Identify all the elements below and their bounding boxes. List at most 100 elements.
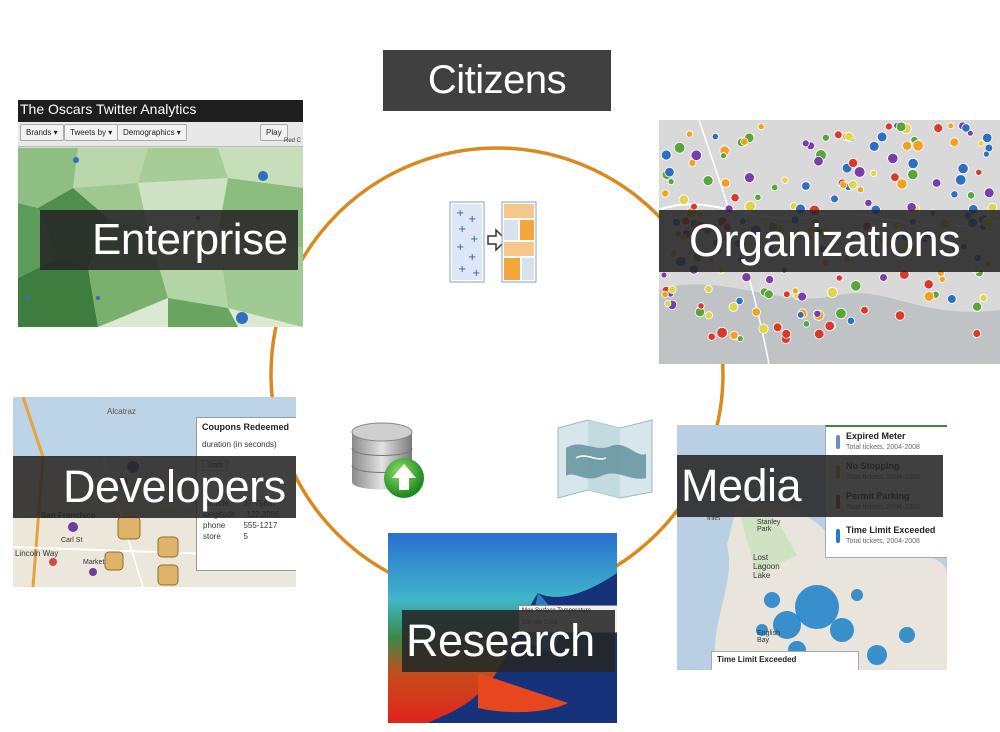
media-popup-title: Time Limit Exceeded	[717, 655, 797, 664]
organization-marker	[801, 139, 810, 148]
organization-marker	[757, 123, 765, 131]
organization-marker	[966, 191, 976, 200]
organization-marker	[896, 178, 908, 190]
organization-marker	[690, 149, 703, 162]
organization-marker	[950, 190, 959, 199]
organization-marker	[946, 294, 957, 304]
organization-marker	[813, 328, 825, 340]
organization-marker	[711, 133, 719, 141]
legend-marker-icon	[836, 529, 840, 543]
organization-marker	[870, 169, 878, 178]
street-label-carl: Carl St	[61, 537, 83, 544]
alcatraz-map-label: Alcatraz	[107, 407, 136, 416]
organization-marker	[667, 178, 675, 186]
organization-marker	[955, 174, 967, 186]
media-popup: Time Limit Exceeded	[711, 651, 859, 670]
place-inlet: Inlet	[707, 515, 721, 522]
brands-dropdown[interactable]: Brands ▾	[20, 124, 64, 141]
organization-marker	[791, 287, 799, 295]
organization-marker	[758, 323, 769, 334]
organization-marker	[844, 131, 854, 142]
organization-marker	[730, 193, 740, 203]
merge-columns-icon: +++ +++ + +	[449, 201, 537, 283]
organization-marker	[716, 326, 728, 339]
svg-text:+: +	[456, 208, 464, 219]
organization-marker	[947, 122, 955, 130]
legend-item-expired-meter[interactable]: Expired Meter Total tickets, 2004-2008	[834, 429, 946, 457]
organization-marker	[673, 141, 686, 154]
organization-marker	[839, 180, 848, 189]
organization-marker	[702, 175, 714, 186]
organization-marker	[957, 162, 969, 175]
organization-marker	[982, 150, 990, 158]
street-label-market: Market	[83, 559, 105, 566]
svg-text:+: +	[456, 242, 464, 253]
organization-marker	[846, 316, 855, 325]
organization-marker	[661, 189, 670, 198]
organization-marker	[938, 275, 946, 283]
developers-label: Developers	[13, 456, 296, 518]
enterprise-label: Enterprise	[40, 210, 298, 270]
organization-marker	[876, 131, 888, 143]
svg-text:+: +	[468, 214, 476, 225]
organization-marker	[907, 157, 919, 170]
organization-marker	[961, 123, 971, 133]
organization-marker	[834, 130, 843, 140]
tweets-by-dropdown[interactable]: Tweets by ▾	[64, 124, 119, 141]
enterprise-corner-text: Red C	[284, 138, 302, 144]
organization-marker	[797, 291, 808, 302]
organization-marker	[704, 311, 714, 320]
organization-marker	[660, 271, 668, 279]
popup-subtitle: duration (in seconds)	[202, 440, 277, 449]
play-button[interactable]: Play	[260, 124, 288, 141]
organization-marker	[856, 186, 865, 194]
place-english-bay: English Bay	[757, 630, 780, 644]
organization-marker	[728, 301, 739, 312]
research-label: Research	[402, 610, 615, 672]
organization-marker	[667, 285, 677, 294]
organization-marker	[770, 183, 779, 192]
organization-marker	[884, 122, 893, 131]
organization-marker	[835, 274, 843, 282]
place-stanley-park: Stanley Park	[757, 519, 781, 533]
enterprise-titlebar: The Oscars Twitter Analytics	[18, 100, 303, 122]
organization-marker	[772, 322, 783, 333]
organization-marker	[764, 289, 774, 300]
organization-marker	[826, 286, 838, 298]
enterprise-app-title: The Oscars Twitter Analytics	[20, 101, 197, 117]
organization-marker	[813, 156, 824, 167]
organization-marker	[982, 132, 993, 144]
organizations-label: Organizations	[659, 210, 1000, 272]
legend-item-time-limit[interactable]: Time Limit Exceeded Total tickets, 2004-…	[834, 523, 946, 551]
organization-marker	[801, 181, 811, 191]
popup-title: Coupons Redeemed	[202, 422, 290, 432]
organization-marker	[972, 329, 982, 338]
organization-marker	[765, 275, 775, 285]
demographics-dropdown[interactable]: Demographics ▾	[117, 124, 187, 141]
organization-marker	[781, 176, 789, 184]
table-row: store 5	[203, 532, 248, 541]
svg-text:+: +	[472, 268, 480, 279]
svg-text:+: +	[458, 224, 466, 235]
organization-marker	[890, 172, 900, 182]
organization-marker	[977, 139, 985, 147]
svg-text:+: +	[470, 234, 478, 245]
media-label: Media	[677, 455, 943, 517]
database-upload-icon	[351, 422, 424, 498]
organization-marker	[720, 152, 727, 160]
organization-marker	[907, 168, 919, 181]
organization-marker	[729, 330, 739, 340]
organization-marker	[754, 193, 762, 201]
organization-marker	[744, 172, 755, 183]
organization-marker	[802, 320, 811, 328]
organization-marker	[933, 123, 944, 134]
organization-marker	[848, 158, 859, 169]
organization-marker	[901, 140, 912, 151]
organization-marker	[860, 305, 869, 315]
organization-marker	[972, 301, 983, 312]
organization-marker	[975, 168, 983, 176]
table-row: phone 555-1217	[203, 521, 278, 530]
organization-marker	[697, 302, 705, 310]
organization-marker	[983, 187, 995, 199]
organization-marker	[868, 140, 880, 152]
